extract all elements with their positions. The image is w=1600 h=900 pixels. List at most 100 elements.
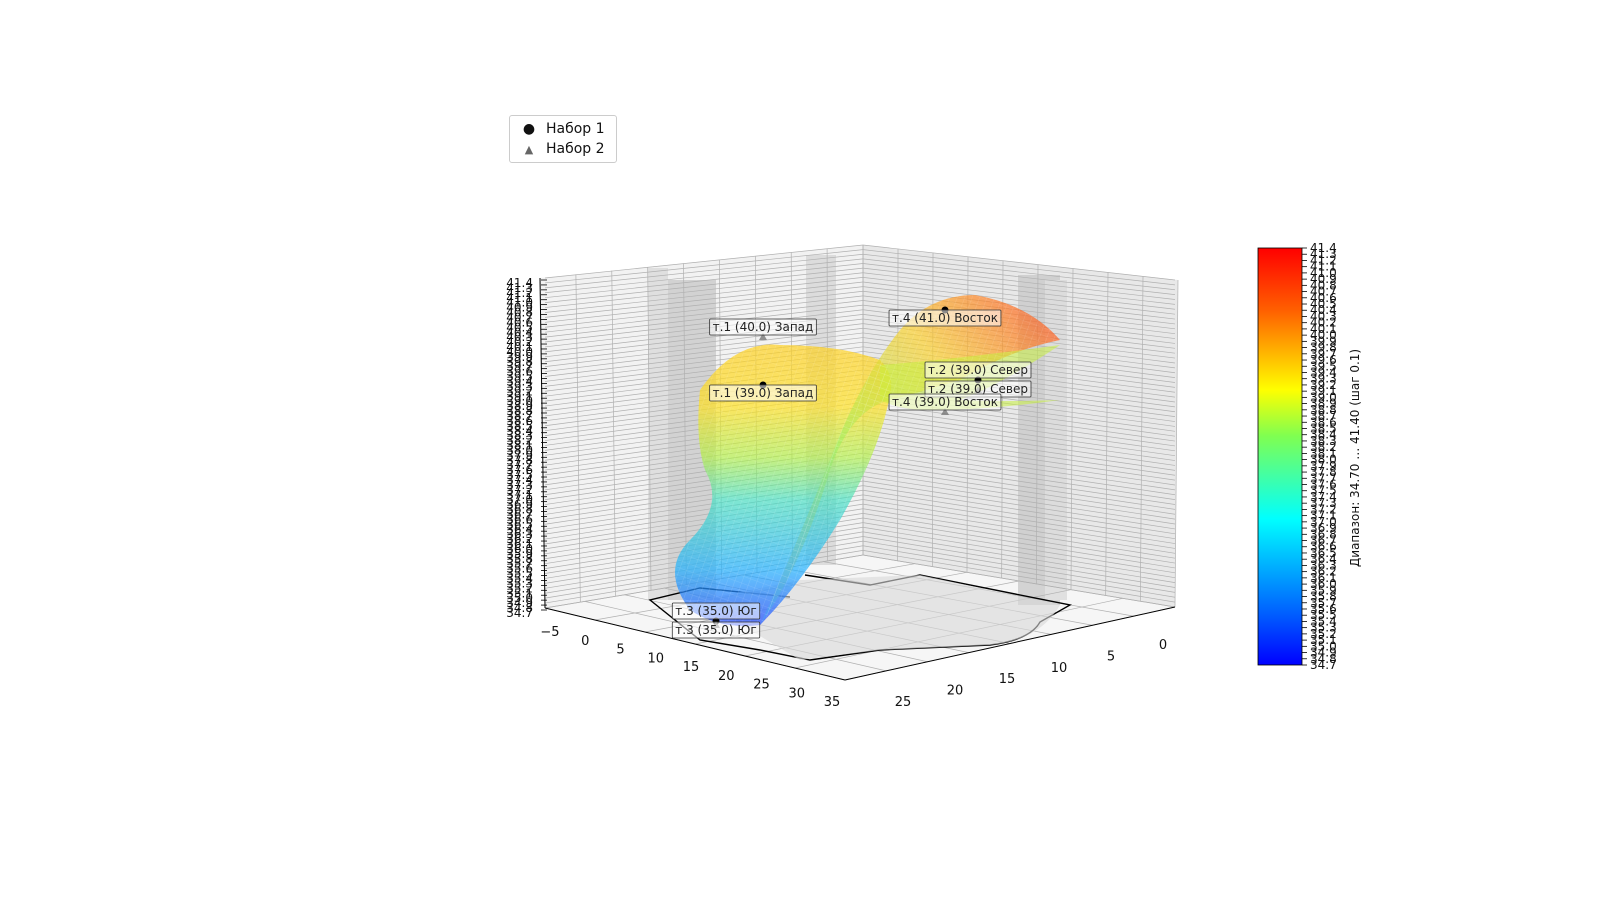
legend-label-set2: Набор 2: [546, 141, 605, 157]
legend-label-set1: Набор 1: [546, 121, 605, 137]
grid-line: [862, 475, 1176, 525]
point-annotation-box: [924, 361, 1032, 379]
z-tick-label: 36.3: [506, 527, 533, 541]
surface-mesh-left: [675, 344, 892, 626]
colorbar-tick-label: 36.9: [1310, 521, 1337, 535]
x-tick-label: 5: [616, 643, 624, 658]
grid-line: [544, 244, 864, 279]
z-tick-label: 39.2: [506, 384, 533, 398]
z-tick-label: 36.4: [506, 522, 533, 536]
colorbar-tick-label: 40.7: [1310, 285, 1337, 299]
grid-line: [862, 503, 1176, 554]
y-axis-line: [844, 606, 1176, 681]
z-tick-label: 35.6: [506, 562, 533, 576]
z-tick-label: 36.7: [506, 507, 533, 521]
colorbar-tick-label: 39.2: [1310, 378, 1337, 392]
grid-line: [862, 429, 1176, 476]
z-tick-label: 35.0: [506, 591, 533, 605]
grid-line: [862, 471, 1176, 520]
z-tick-label: 39.8: [506, 355, 533, 369]
legend: ● Набор 1 ▲ Набор 2: [509, 115, 617, 163]
colorbar-tick-label: 41.2: [1310, 253, 1337, 267]
z-tick-label: 35.4: [506, 572, 533, 586]
y-tick-label: 10: [1051, 661, 1068, 676]
grid-line: [862, 540, 1176, 593]
grid-line: [862, 420, 1176, 466]
grid-line: [862, 466, 1176, 515]
colorbar-tick-label: 36.1: [1310, 571, 1337, 585]
x-tick-label: 35: [824, 695, 841, 710]
grid-line: [544, 272, 864, 308]
surface-plot: [675, 295, 1060, 626]
y-tick-label: 15: [999, 672, 1016, 687]
colorbar-tick-label: 39.3: [1310, 372, 1337, 386]
projection-right-2: [1045, 280, 1067, 600]
grid-line: [862, 526, 1176, 579]
colorbar-tick-label: 35.5: [1310, 608, 1337, 622]
grid-line: [862, 536, 1176, 588]
grid-line: [862, 517, 1176, 569]
z-tick-label: 41.2: [506, 286, 533, 300]
data-points: т.4 (41.0) Восток т.2 (39.0) Север т.1 (39…: [671, 306, 1032, 639]
z-tick-label: 39.9: [506, 350, 533, 364]
colorbar-tick-label: 34.8: [1310, 652, 1337, 666]
legend-item-set2: ▲ Набор 2: [522, 140, 605, 158]
z-tick-label: 36.9: [506, 498, 533, 512]
x-tick-label: 25: [753, 678, 770, 693]
z-tick-label: 41.1: [506, 291, 533, 305]
colorbar-tick-label: 36.3: [1310, 558, 1337, 572]
colorbar-tick-label: 38.3: [1310, 434, 1337, 448]
grid-line: [862, 443, 1176, 491]
grid-line: [862, 406, 1176, 452]
colorbar-tick-label: 39.5: [1310, 359, 1337, 373]
x-tick-label: 10: [647, 651, 664, 666]
surface-mesh-right: [760, 295, 1060, 625]
z-tick-label: 36.5: [506, 517, 533, 531]
colorbar-ticks: 34.734.834.935.035.135.235.335.435.535.6…: [1302, 241, 1337, 672]
colorbar-tick-label: 40.6: [1310, 291, 1337, 305]
colorbar-tick-label: 38.1: [1310, 446, 1337, 460]
colorbar-tick-label: 38.6: [1310, 415, 1337, 429]
z-tick-label: 40.3: [506, 330, 533, 344]
grid-line: [544, 286, 864, 323]
grid-line: [544, 300, 864, 338]
z-tick-label: 38.9: [506, 399, 533, 413]
grid-line: [544, 253, 864, 289]
z-tick-label: 41.4: [506, 276, 533, 290]
grid-line: [862, 462, 1176, 510]
grid-line: [544, 267, 864, 303]
y-tick-label: 25: [895, 695, 912, 710]
colorbar-gradient: [1257, 247, 1303, 666]
x-tick-label: −5: [540, 625, 559, 640]
colorbar-tick-label: 36.8: [1310, 527, 1337, 541]
y-tick-label: 20: [947, 684, 964, 699]
wall-projections: [648, 255, 1067, 605]
grid-line: [862, 258, 1176, 295]
colorbar-tick-label: 38.9: [1310, 397, 1337, 411]
colorbar-tick-label: 40.5: [1310, 297, 1337, 311]
z-tick-label: 37.0: [506, 493, 533, 507]
z-tick-label: 40.1: [506, 340, 533, 354]
z-tick-label: 35.8: [506, 552, 533, 566]
grid-line: [647, 266, 652, 591]
point-annotation-label: т.3 (35.0) Юг: [675, 604, 756, 618]
z-tick-label: 34.8: [506, 601, 533, 615]
z-tick-label: 37.9: [506, 448, 533, 462]
colorbar-tick-label: 39.9: [1310, 334, 1337, 348]
z-tick-label: 36.2: [506, 532, 533, 546]
grid-line: [862, 494, 1176, 544]
point-annotation-box: [671, 621, 761, 639]
z-tick-label: 37.4: [506, 473, 533, 487]
colorbar-tick-label: 36.5: [1310, 546, 1337, 560]
z-tick-label: 38.8: [506, 404, 533, 418]
z-tick-label: 36.6: [506, 512, 533, 526]
colorbar-tick-label: 40.3: [1310, 309, 1337, 323]
z-tick-label: 40.6: [506, 315, 533, 329]
colorbar-tick-label: 34.7: [1310, 658, 1337, 672]
colorbar-tick-label: 37.9: [1310, 459, 1337, 473]
colorbar-tick-label: 41.4: [1310, 241, 1337, 255]
grid-line: [544, 263, 864, 299]
colorbar-tick-label: 35.9: [1310, 583, 1337, 597]
colorbar-tick-label: 40.4: [1310, 303, 1337, 317]
